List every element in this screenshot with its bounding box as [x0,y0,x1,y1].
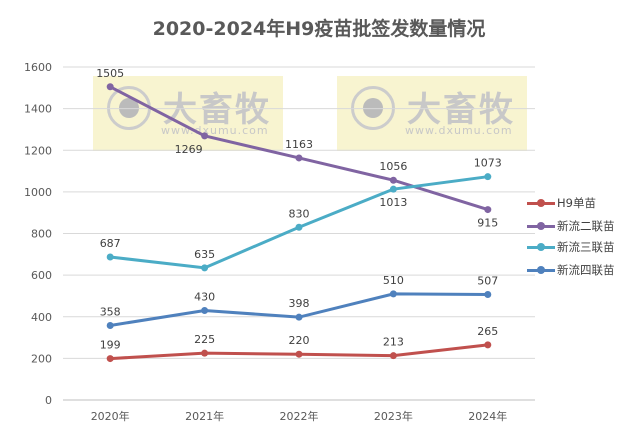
data-label: 225 [194,333,215,346]
data-label: 358 [100,305,121,318]
data-label: 199 [100,339,121,352]
series-line [110,175,488,270]
data-label: 213 [383,336,404,349]
legend-label: 新流三联苗 [557,240,615,254]
data-label: 507 [477,274,498,287]
legend-marker-icon [527,198,555,207]
legend-item: 新流二联苗 [527,219,615,233]
x-tick-label: 2020年 [91,409,130,423]
data-point [389,176,397,184]
data-label: 1013 [379,196,407,209]
x-tick-label: 2022年 [280,409,319,423]
y-tick-label: 1600 [24,61,52,74]
data-label: 1163 [285,138,313,151]
y-tick-label: 0 [45,394,52,407]
watermark-url: www.dxumu.com [405,124,513,137]
legend-item: 新流三联苗 [527,240,615,254]
x-tick-label: 2024年 [468,409,507,423]
data-label: 398 [289,297,310,310]
data-point [106,83,114,91]
data-point [389,290,397,298]
data-point [201,264,209,272]
legend-label: 新流二联苗 [557,219,615,233]
data-label: 220 [289,334,310,347]
data-point [389,185,397,193]
data-label: 265 [477,325,498,338]
data-point [106,355,114,363]
data-point [295,154,303,162]
watermark-logo-icon [351,86,395,130]
data-point [106,321,114,329]
legend-item: H9单苗 [527,196,596,210]
x-tick-label: 2023年 [374,409,413,423]
data-label: 687 [100,237,121,250]
data-label: 915 [477,217,498,230]
data-point [484,173,492,181]
data-point [201,349,209,357]
data-label: 830 [289,207,310,220]
watermark: 大畜牧 www.dxumu.com [337,76,527,151]
watermark: 大畜牧 www.dxumu.com [93,76,283,151]
chart-title: 2020-2024年H9疫苗批签发数量情况 [152,18,486,40]
data-label: 430 [194,291,215,304]
data-point [484,341,492,349]
data-label: 635 [194,248,215,261]
y-tick-label: 200 [31,352,52,365]
y-tick-label: 800 [31,228,52,241]
watermark-text: 大畜牧 [407,90,515,130]
y-tick-label: 600 [31,269,52,282]
y-tick-label: 1400 [24,103,52,116]
data-point [295,350,303,358]
legend-marker-icon [527,242,555,251]
data-label: 1505 [96,67,124,80]
data-point [201,132,209,140]
y-tick-label: 1000 [24,186,52,199]
data-point [295,313,303,321]
data-label: 1269 [175,143,203,156]
data-point [201,307,209,315]
data-label: 1056 [379,160,407,173]
x-tick-label: 2021年 [185,409,224,423]
data-point [484,206,492,214]
y-tick-label: 1200 [24,144,52,157]
data-label: 1073 [474,157,502,170]
data-point [295,223,303,231]
legend-label: 新流四联苗 [557,263,615,277]
data-label: 510 [383,274,404,287]
y-tick-label: 400 [31,311,52,324]
legend-marker-icon [527,221,555,230]
legend-label: H9单苗 [557,196,596,210]
data-point [389,352,397,360]
data-point [106,253,114,261]
legend-item: 新流四联苗 [527,263,615,277]
legend-marker-icon [527,265,555,274]
data-point [484,290,492,298]
